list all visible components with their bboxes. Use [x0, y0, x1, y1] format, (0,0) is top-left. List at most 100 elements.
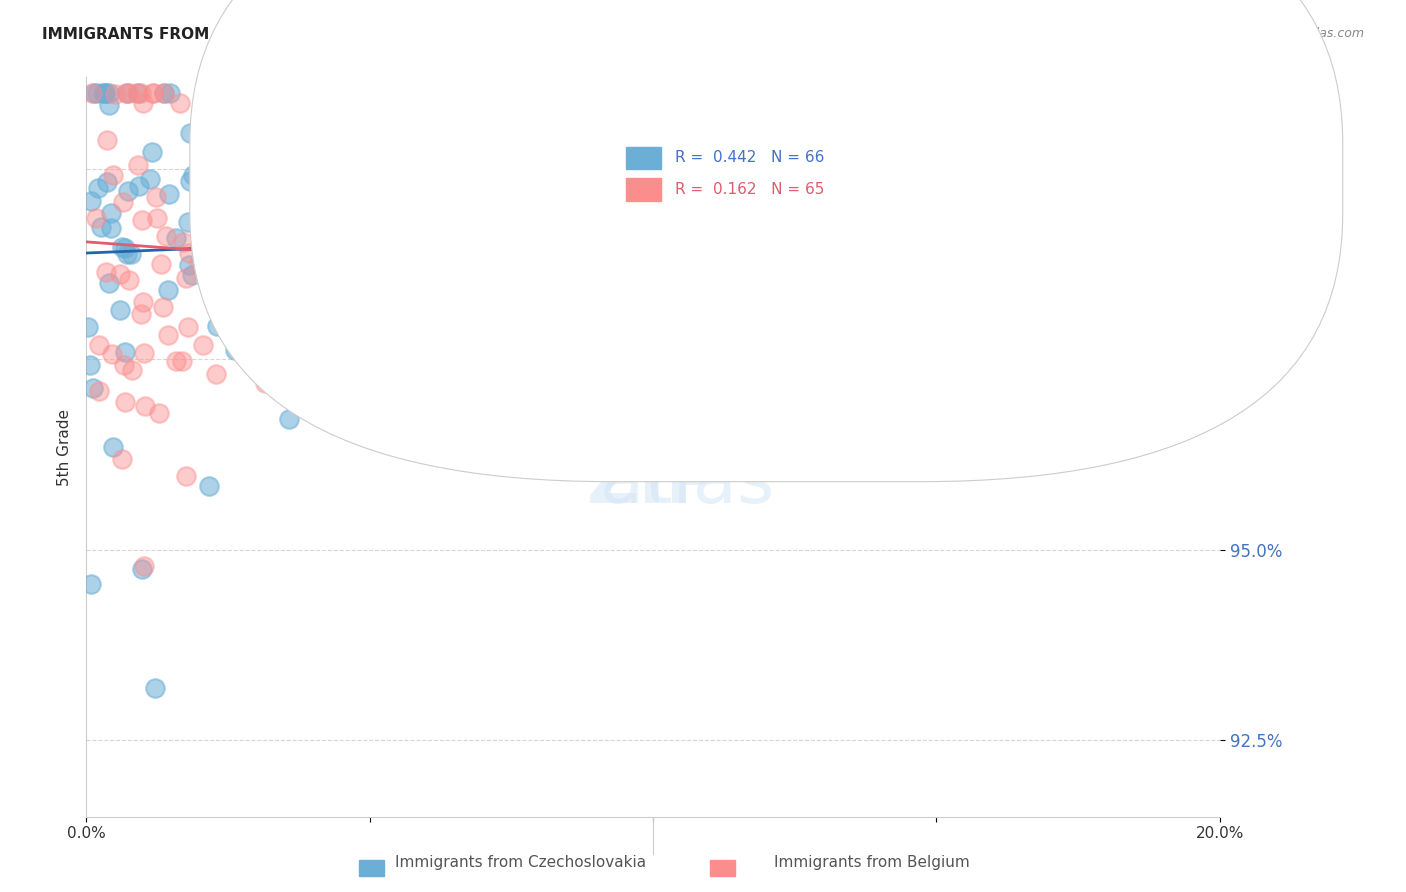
Point [87, 384, 110, 399]
Point [204, 367, 226, 381]
Point [134, 399, 156, 413]
Point [131, 562, 153, 576]
Point [508, 86, 530, 100]
Point [94, 265, 117, 279]
Point [287, 183, 309, 197]
Point [132, 346, 155, 360]
Point [128, 178, 150, 193]
Point [148, 406, 170, 420]
Point [80, 577, 103, 591]
Point [96, 176, 118, 190]
Point [129, 307, 152, 321]
Text: R =  0.162   N = 65: R = 0.162 N = 65 [675, 182, 824, 196]
Point [131, 295, 153, 310]
Point [143, 681, 166, 695]
Point [152, 86, 174, 100]
Point [118, 273, 141, 287]
Point [79, 358, 101, 372]
Point [112, 358, 135, 372]
Point [127, 86, 149, 100]
Point [262, 310, 284, 324]
Point [347, 274, 370, 288]
Y-axis label: 5th Grade: 5th Grade [58, 409, 72, 485]
Point [101, 441, 124, 455]
Point [98, 86, 121, 100]
Point [86, 86, 108, 100]
Point [129, 86, 152, 100]
Point [193, 105, 215, 120]
Point [211, 86, 233, 100]
Point [177, 319, 200, 334]
Point [172, 354, 194, 368]
Point [82, 381, 104, 395]
Text: ZIP: ZIP [586, 450, 718, 518]
Point [156, 283, 179, 297]
Point [118, 86, 141, 100]
Point [108, 302, 131, 317]
Point [77, 319, 100, 334]
Point [245, 297, 267, 311]
Point [127, 158, 149, 172]
Point [370, 86, 392, 100]
Point [114, 241, 136, 255]
Point [131, 213, 153, 227]
Point [83, 86, 105, 100]
Point [159, 86, 181, 100]
Point [100, 221, 122, 235]
Point [80, 194, 103, 208]
Point [304, 167, 326, 181]
Point [198, 479, 221, 493]
Point [117, 185, 139, 199]
Point [145, 190, 167, 204]
Point [177, 215, 200, 229]
Point [125, 86, 148, 100]
Point [90, 220, 112, 235]
Point [169, 96, 191, 111]
Point [1123, 193, 1146, 207]
Point [117, 86, 139, 100]
Text: Immigrants from Belgium: Immigrants from Belgium [773, 855, 970, 870]
Point [174, 271, 197, 285]
Point [98, 277, 121, 291]
Point [277, 412, 299, 426]
Text: Source: ZipAtlas.com: Source: ZipAtlas.com [1230, 27, 1364, 40]
Point [87, 181, 110, 195]
Text: IMMIGRANTS FROM CZECHOSLOVAKIA VS IMMIGRANTS FROM BELGIUM 5TH GRADE CORRELATION : IMMIGRANTS FROM CZECHOSLOVAKIA VS IMMIGR… [42, 27, 942, 42]
Point [112, 195, 135, 210]
Point [249, 86, 271, 100]
Point [115, 247, 138, 261]
Point [224, 343, 246, 357]
Point [302, 274, 325, 288]
Point [179, 258, 201, 272]
Point [457, 348, 479, 362]
Point [165, 354, 187, 368]
Point [120, 247, 142, 261]
Text: R =  0.442   N = 66: R = 0.442 N = 66 [675, 151, 824, 165]
Text: Immigrants from Czechoslovakia: Immigrants from Czechoslovakia [395, 855, 645, 870]
Point [110, 267, 132, 281]
Point [174, 469, 197, 483]
Point [157, 187, 180, 202]
Point [208, 270, 231, 285]
Point [94, 86, 117, 100]
Point [269, 257, 291, 271]
Point [156, 328, 179, 343]
Point [114, 395, 136, 409]
Point [392, 273, 415, 287]
Point [416, 278, 439, 293]
Point [91, 86, 114, 100]
Point [155, 229, 177, 244]
Point [205, 158, 228, 172]
Point [197, 217, 219, 231]
Text: atlas: atlas [531, 450, 775, 518]
Point [412, 301, 434, 316]
Point [191, 338, 214, 352]
Point [330, 356, 353, 370]
Point [478, 186, 501, 201]
Point [188, 256, 211, 270]
Point [114, 345, 136, 359]
Point [471, 450, 494, 465]
Point [141, 145, 163, 160]
Point [104, 87, 127, 101]
Point [100, 206, 122, 220]
